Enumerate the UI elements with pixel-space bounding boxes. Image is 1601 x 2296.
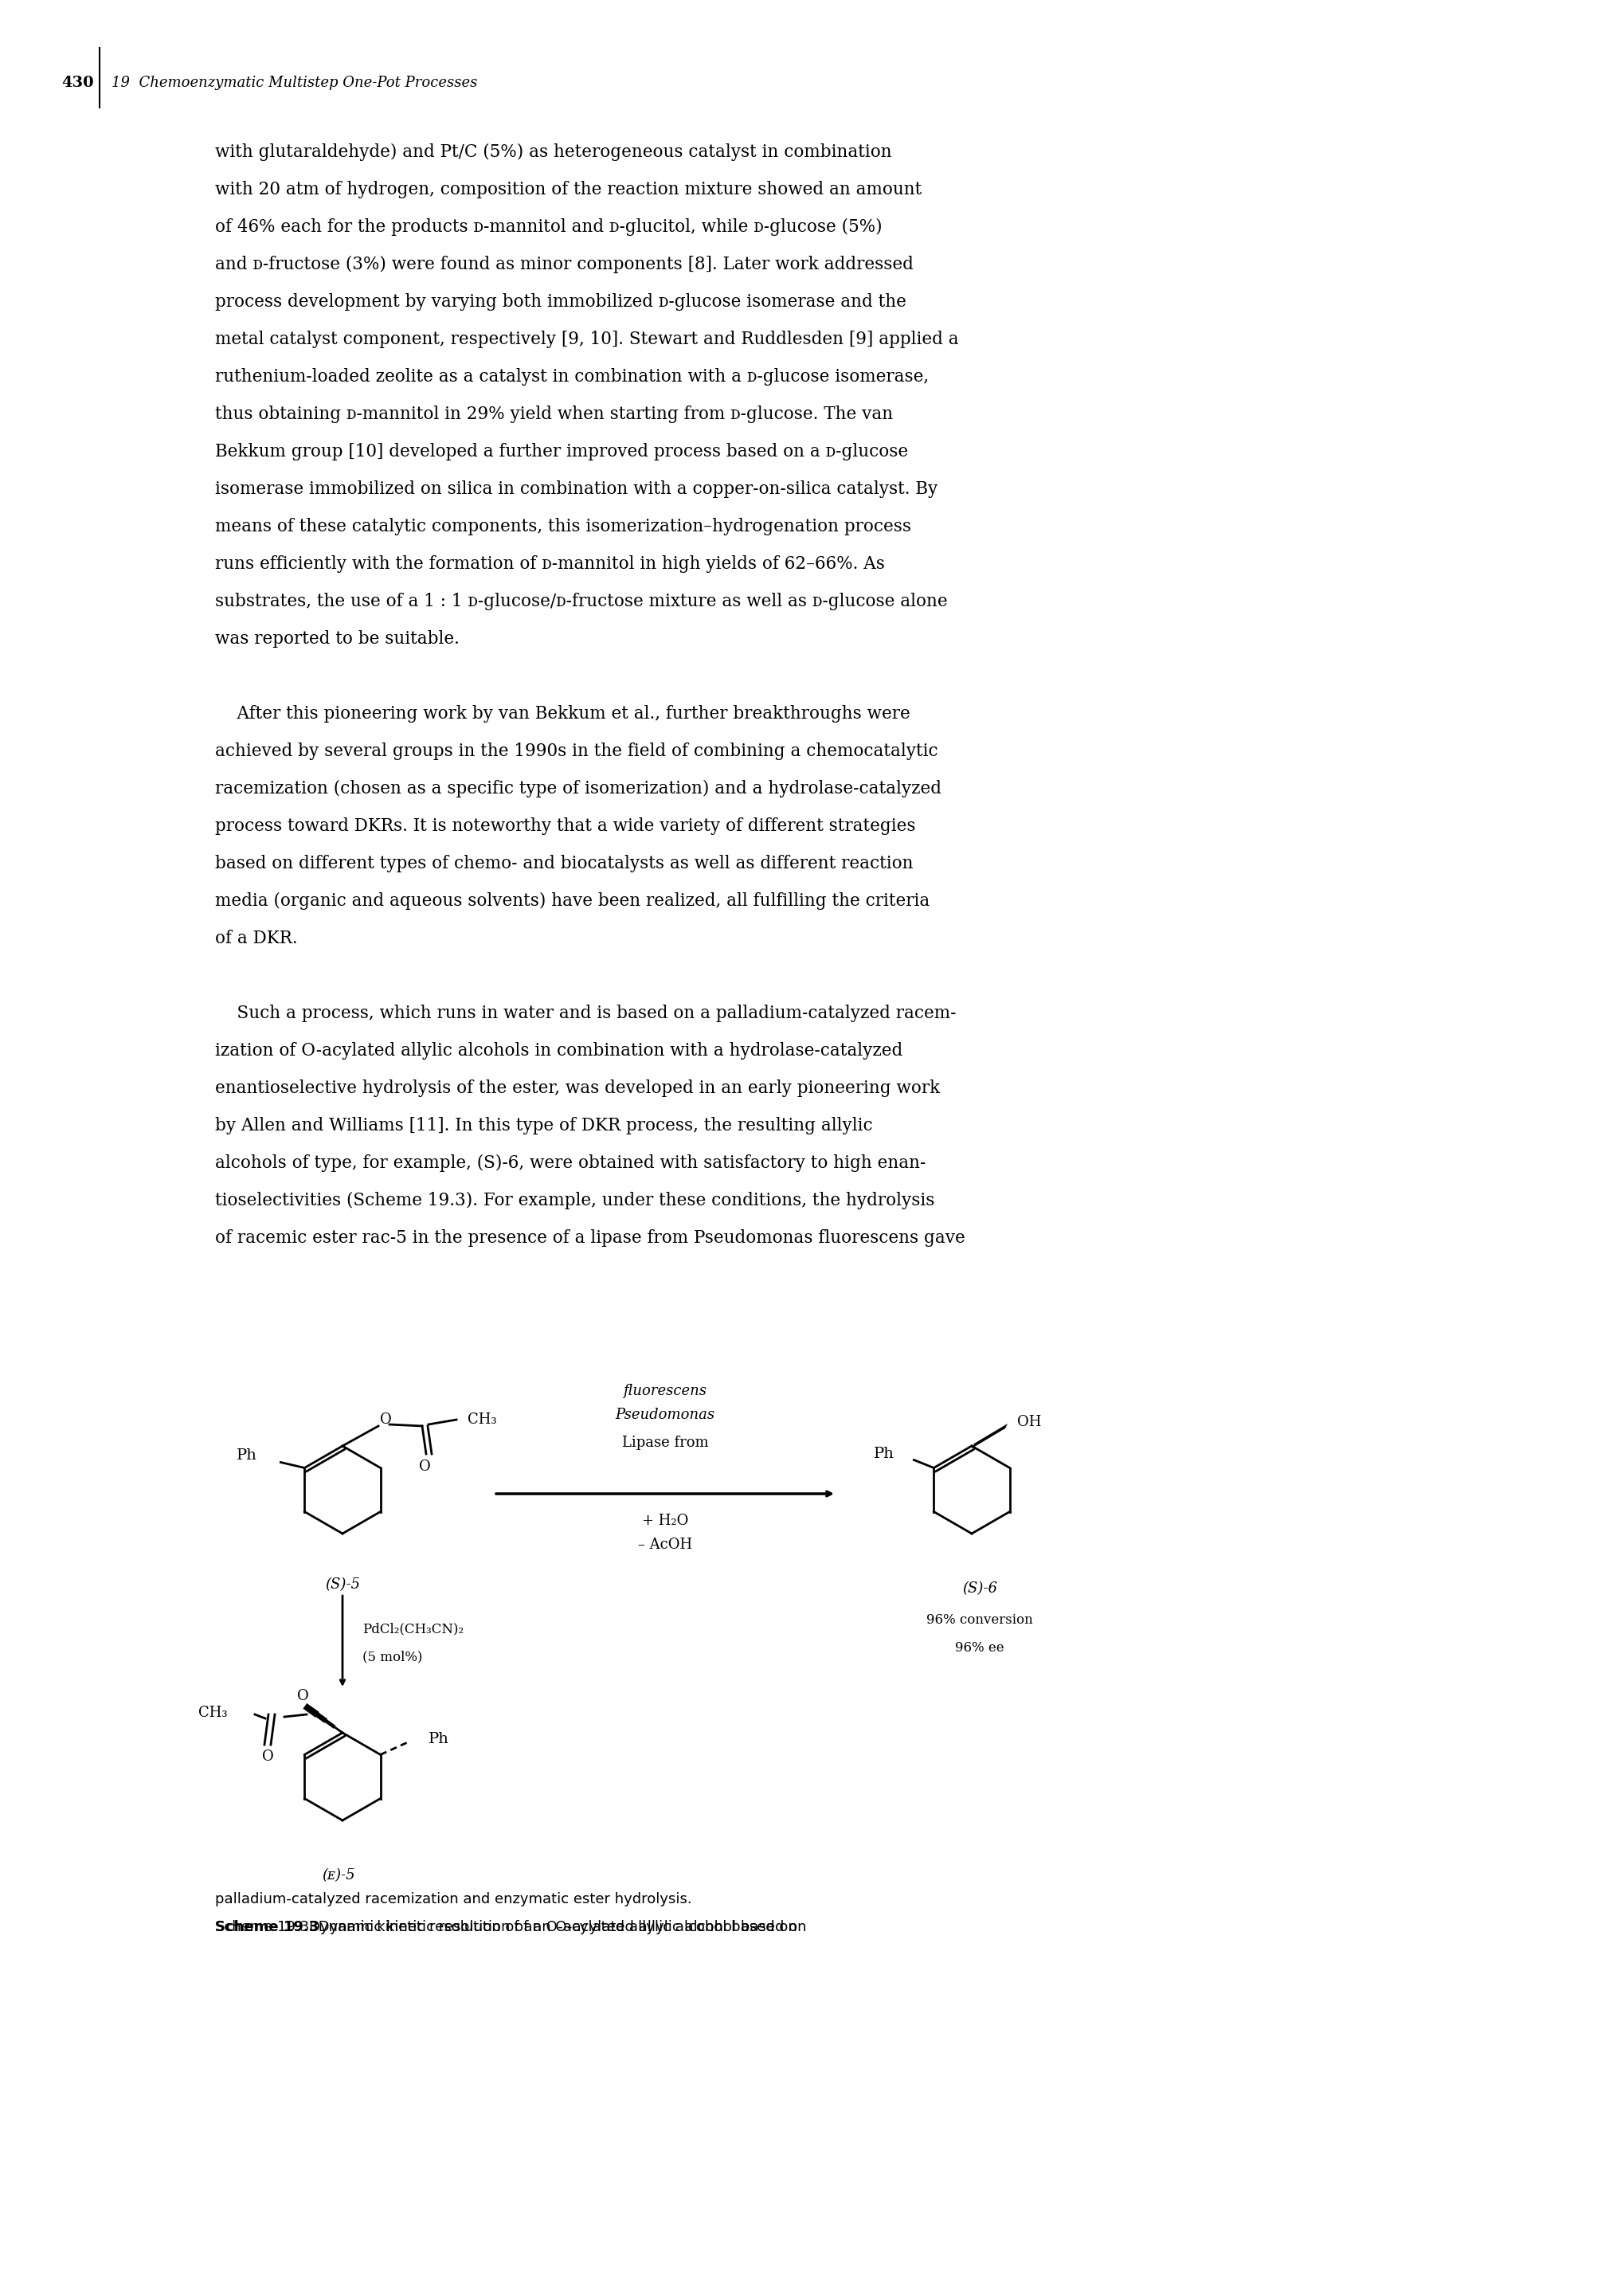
Text: achieved by several groups in the 1990s in the field of combining a chemocatalyt: achieved by several groups in the 1990s … [215, 742, 938, 760]
Text: (S)-6: (S)-6 [962, 1582, 997, 1596]
Text: with glutaraldehyde) and Pt/C (5%) as heterogeneous catalyst in combination: with glutaraldehyde) and Pt/C (5%) as he… [215, 142, 892, 161]
Text: alcohols of type, for example, (S)-6, were obtained with satisfactory to high en: alcohols of type, for example, (S)-6, we… [215, 1155, 925, 1171]
Text: of a DKR.: of a DKR. [215, 930, 298, 948]
Text: Bekkum group [10] developed a further improved process based on a ᴅ-glucose: Bekkum group [10] developed a further im… [215, 443, 908, 461]
Text: was reported to be suitable.: was reported to be suitable. [215, 629, 459, 647]
Text: PdCl₂(CH₃CN)₂: PdCl₂(CH₃CN)₂ [362, 1623, 464, 1637]
Text: ization of O-acylated allylic alcohols in combination with a hydrolase-catalyzed: ization of O-acylated allylic alcohols i… [215, 1042, 903, 1058]
Text: palladium-catalyzed racemization and enzymatic ester hydrolysis.: palladium-catalyzed racemization and enz… [215, 1892, 692, 1906]
Text: + H₂O: + H₂O [642, 1513, 688, 1529]
Text: 96% ee: 96% ee [956, 1642, 1004, 1655]
Text: – AcOH: – AcOH [637, 1538, 692, 1552]
Text: O: O [379, 1412, 392, 1426]
Text: Lipase from: Lipase from [621, 1435, 708, 1451]
Text: Scheme 19.3  Dynamic kinetic resolution of an O-acylated allylic alcohol based o: Scheme 19.3 Dynamic kinetic resolution o… [215, 1919, 807, 1933]
Text: enantioselective hydrolysis of the ester, was developed in an early pioneering w: enantioselective hydrolysis of the ester… [215, 1079, 940, 1097]
Text: of 46% each for the products ᴅ-mannitol and ᴅ-glucitol, while ᴅ-glucose (5%): of 46% each for the products ᴅ-mannitol … [215, 218, 882, 236]
Text: Ph: Ph [427, 1731, 448, 1745]
Text: by Allen and Williams [11]. In this type of DKR process, the resulting allylic: by Allen and Williams [11]. In this type… [215, 1116, 873, 1134]
Text: tioselectivities (Scheme 19.3). For example, under these conditions, the hydroly: tioselectivities (Scheme 19.3). For exam… [215, 1192, 935, 1210]
Text: (ᴇ)-5: (ᴇ)-5 [322, 1869, 355, 1883]
Text: After this pioneering work by van Bekkum et al., further breakthroughs were: After this pioneering work by van Bekkum… [215, 705, 911, 723]
Text: Such a process, which runs in water and is based on a palladium-catalyzed racem-: Such a process, which runs in water and … [215, 1006, 956, 1022]
Text: thus obtaining ᴅ-mannitol in 29% yield when starting from ᴅ-glucose. The van: thus obtaining ᴅ-mannitol in 29% yield w… [215, 406, 893, 422]
Text: process development by varying both immobilized ᴅ-glucose isomerase and the: process development by varying both immo… [215, 294, 906, 310]
Text: Ph: Ph [874, 1446, 893, 1463]
Text: process toward DKRs. It is noteworthy that a wide variety of different strategie: process toward DKRs. It is noteworthy th… [215, 817, 916, 836]
Text: 19  Chemoenzymatic Multistep One-Pot Processes: 19 Chemoenzymatic Multistep One-Pot Proc… [112, 76, 477, 90]
Text: ruthenium-loaded zeolite as a catalyst in combination with a ᴅ-glucose isomerase: ruthenium-loaded zeolite as a catalyst i… [215, 367, 929, 386]
Text: O: O [261, 1750, 274, 1763]
Text: 430: 430 [61, 76, 94, 90]
Text: CH₃: CH₃ [199, 1706, 227, 1720]
Text: and ᴅ-fructose (3%) were found as minor components [8]. Later work addressed: and ᴅ-fructose (3%) were found as minor … [215, 255, 914, 273]
Text: O: O [419, 1460, 431, 1474]
Text: substrates, the use of a 1 : 1 ᴅ-glucose/ᴅ-fructose mixture as well as ᴅ-glucose: substrates, the use of a 1 : 1 ᴅ-glucose… [215, 592, 948, 611]
Text: 96% conversion: 96% conversion [927, 1614, 1033, 1628]
Text: based on different types of chemo- and biocatalysts as well as different reactio: based on different types of chemo- and b… [215, 854, 913, 872]
Text: Pseudomonas: Pseudomonas [615, 1407, 716, 1421]
Text: CH₃: CH₃ [467, 1412, 496, 1426]
Text: Ph: Ph [237, 1449, 256, 1463]
Text: Dynamic kinetic resolution of an O-acylated allylic alcohol based on: Dynamic kinetic resolution of an O-acyla… [309, 1919, 797, 1933]
Text: (5 mol%): (5 mol%) [362, 1651, 423, 1665]
Text: with 20 atm of hydrogen, composition of the reaction mixture showed an amount: with 20 atm of hydrogen, composition of … [215, 181, 922, 197]
Text: (S)-5: (S)-5 [325, 1577, 360, 1591]
Text: means of these catalytic components, this isomerization–hydrogenation process: means of these catalytic components, thi… [215, 519, 911, 535]
Text: media (organic and aqueous solvents) have been realized, all fulfilling the crit: media (organic and aqueous solvents) hav… [215, 893, 930, 909]
Text: fluorescens: fluorescens [623, 1384, 708, 1398]
Text: runs efficiently with the formation of ᴅ-mannitol in high yields of 62–66%. As: runs efficiently with the formation of ᴅ… [215, 556, 885, 572]
Text: isomerase immobilized on silica in combination with a copper-on-silica catalyst.: isomerase immobilized on silica in combi… [215, 480, 938, 498]
Text: O: O [296, 1690, 309, 1704]
Text: OH: OH [1017, 1414, 1041, 1428]
Text: of racemic ester rac-5 in the presence of a lipase from Pseudomonas fluorescens : of racemic ester rac-5 in the presence o… [215, 1228, 965, 1247]
Text: metal catalyst component, respectively [9, 10]. Stewart and Ruddlesden [9] appli: metal catalyst component, respectively [… [215, 331, 959, 349]
Text: racemization (chosen as a specific type of isomerization) and a hydrolase-cataly: racemization (chosen as a specific type … [215, 781, 941, 797]
Text: Scheme 19.3: Scheme 19.3 [215, 1919, 328, 1933]
Polygon shape [972, 1424, 1007, 1449]
